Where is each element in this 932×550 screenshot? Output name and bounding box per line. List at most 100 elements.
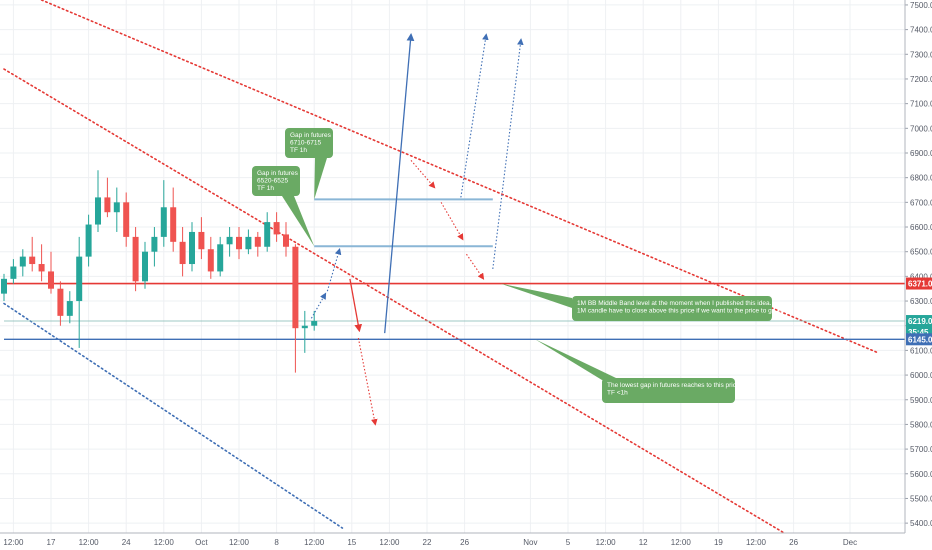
callout-text: The lowest gap in futures reaches to thi… [607, 382, 740, 389]
candle-body [301, 325, 308, 329]
grid [0, 0, 905, 533]
candle-body [189, 231, 195, 265]
y-tick-label: 6500.0 [910, 248, 932, 257]
x-tick-label: 12:00 [596, 538, 617, 547]
projection-arrows [310, 32, 524, 426]
candle-body [104, 197, 111, 213]
callout-text: TF <1h [607, 390, 628, 397]
candle-body [217, 244, 224, 272]
x-tick-label: Dec [843, 538, 857, 547]
candle [264, 212, 271, 252]
candle-body [19, 256, 26, 267]
price-tag-label: 6219.0 [908, 317, 932, 326]
candle [76, 236, 83, 348]
candle [301, 310, 308, 353]
y-tick-label: 6300.0 [910, 297, 932, 306]
candle-body [1, 278, 7, 294]
projection-arrow [460, 33, 489, 198]
price-tag: 6219.0 [906, 315, 932, 328]
candle-body [160, 207, 167, 237]
candle-body [226, 236, 233, 245]
candle [19, 249, 26, 277]
x-tick-label: 12:00 [379, 538, 400, 547]
candle [217, 236, 224, 277]
y-tick-label: 7300.0 [910, 50, 932, 59]
x-tick-label: 8 [274, 538, 279, 547]
x-tick-label: 19 [714, 538, 723, 547]
candle [85, 214, 92, 267]
candle [236, 227, 242, 260]
candle-body [29, 256, 36, 265]
candle [1, 273, 7, 302]
candle-body [142, 251, 148, 282]
y-tick-label: 5700.0 [910, 445, 932, 454]
trendline-middle-channel [3, 68, 786, 534]
callout-text: TF 1h [257, 185, 274, 192]
candle [254, 231, 261, 257]
callout-text: 6710-6715 [290, 140, 321, 147]
price-tag: 6371.0 [906, 277, 932, 290]
y-tick-label: 7400.0 [910, 26, 932, 35]
y-tick-label: 5800.0 [910, 420, 932, 429]
y-tick-label: 7000.0 [910, 124, 932, 133]
y-tick-label: 6800.0 [910, 174, 932, 183]
candle [29, 236, 36, 272]
callout-text: Gap in futures [257, 170, 299, 177]
callout-box [602, 378, 735, 403]
candle [245, 229, 252, 255]
candle [48, 251, 54, 294]
candle-body [113, 202, 120, 213]
horizontal-levels [4, 198, 905, 340]
candle-body [38, 264, 45, 272]
candle [113, 187, 120, 232]
y-tick-label: 6600.0 [910, 223, 932, 232]
y-tick-label: 5600.0 [910, 470, 932, 479]
price-tag-bg [906, 315, 932, 328]
y-tick-label: 6000.0 [910, 371, 932, 380]
candle [38, 244, 45, 282]
candle [66, 291, 73, 324]
x-tick-label: 12 [639, 538, 648, 547]
candle-body [132, 236, 139, 282]
price-tag-bg [906, 333, 932, 346]
x-tick-label: 26 [789, 538, 798, 547]
x-tick-label: Nov [523, 538, 537, 547]
candle [292, 244, 299, 373]
y-tick-label: 6100.0 [910, 346, 932, 355]
candle [104, 177, 111, 218]
callout-text: 6520-6525 [257, 178, 288, 185]
candle [142, 241, 148, 289]
price-tag-label: 6145.0 [908, 335, 932, 344]
x-tick-label: 12:00 [3, 538, 24, 547]
candle [10, 259, 17, 284]
y-tick-label: 7500.0 [910, 1, 932, 10]
candle [189, 222, 195, 272]
x-tick-label: 12:00 [746, 538, 767, 547]
candle-body [283, 234, 289, 247]
projection-arrow [440, 202, 464, 241]
projection-arrow [410, 160, 436, 189]
price-tag: 6145.0 [906, 333, 932, 346]
x-tick-label: 5 [566, 538, 571, 547]
projection-arrow [310, 292, 327, 319]
candle-body [66, 301, 73, 316]
candle-body [48, 271, 54, 289]
candles [1, 170, 318, 373]
callout: The lowest gap in futures reaches to thi… [535, 339, 740, 403]
callout: 1M BB Middle Band level at the moment wh… [500, 283, 785, 321]
trendline-upper-channel [40, 0, 880, 354]
price-tag-label: 6371.0 [908, 280, 932, 289]
callout-text: 1M candle have to close above this price… [577, 308, 785, 315]
candle-body [273, 222, 280, 235]
x-tick-label: 22 [423, 538, 432, 547]
candle-body [207, 249, 214, 272]
projection-arrow [384, 32, 415, 334]
x-tick-label: 17 [47, 538, 56, 547]
callout-pointer [282, 196, 315, 247]
candle-body [57, 288, 64, 316]
